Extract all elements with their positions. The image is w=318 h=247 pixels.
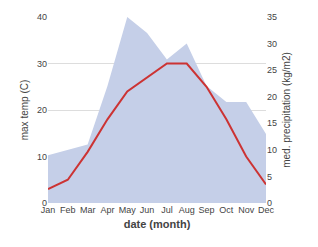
svg-text:0: 0 bbox=[267, 198, 272, 208]
svg-text:0: 0 bbox=[42, 198, 47, 208]
svg-text:10: 10 bbox=[267, 145, 277, 155]
svg-text:35: 35 bbox=[267, 12, 277, 22]
svg-text:40: 40 bbox=[37, 12, 47, 22]
svg-text:30: 30 bbox=[37, 59, 47, 69]
svg-text:Feb: Feb bbox=[60, 205, 76, 215]
svg-text:10: 10 bbox=[37, 152, 47, 162]
svg-text:Oct: Oct bbox=[219, 205, 234, 215]
svg-text:5: 5 bbox=[267, 172, 272, 182]
svg-text:25: 25 bbox=[267, 65, 277, 75]
svg-text:Jul: Jul bbox=[161, 205, 173, 215]
svg-text:Jun: Jun bbox=[140, 205, 155, 215]
svg-text:Mar: Mar bbox=[80, 205, 96, 215]
svg-text:Sep: Sep bbox=[199, 205, 215, 215]
svg-text:20: 20 bbox=[267, 92, 277, 102]
svg-text:med. precipitation (kg/m2): med. precipitation (kg/m2) bbox=[281, 52, 292, 168]
svg-text:Apr: Apr bbox=[100, 205, 114, 215]
svg-text:20: 20 bbox=[37, 105, 47, 115]
svg-text:Dec: Dec bbox=[258, 205, 275, 215]
svg-text:Aug: Aug bbox=[179, 205, 195, 215]
svg-text:Jan: Jan bbox=[41, 205, 56, 215]
svg-text:date (month): date (month) bbox=[124, 218, 191, 230]
svg-text:30: 30 bbox=[267, 39, 277, 49]
svg-text:max temp (C): max temp (C) bbox=[19, 80, 30, 141]
svg-text:Nov: Nov bbox=[238, 205, 255, 215]
svg-text:15: 15 bbox=[267, 118, 277, 128]
svg-text:May: May bbox=[119, 205, 137, 215]
